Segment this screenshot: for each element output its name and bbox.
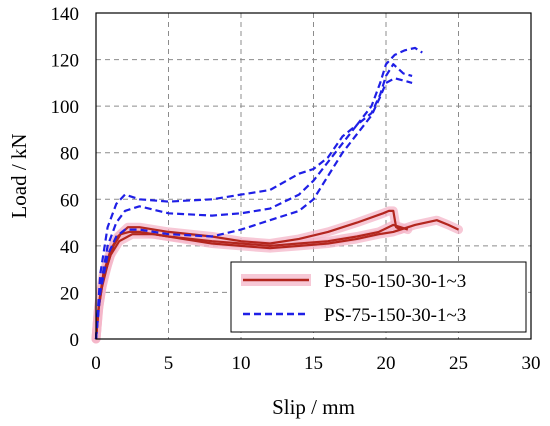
x-tick-label-25: 25 — [449, 353, 468, 374]
y-tick-label-40: 40 — [60, 237, 79, 258]
legend-label-ps75: PS-75-150-30-1~3 — [324, 305, 466, 326]
x-tick-label-10: 10 — [232, 353, 251, 374]
y-tick-label-120: 120 — [51, 51, 80, 72]
y-tick-label-80: 80 — [60, 144, 79, 165]
ps50-curve-3 — [94, 219, 459, 340]
tick-labels: 0 5 10 15 20 25 30 0 20 40 60 80 100 120 140 — [51, 4, 541, 374]
y-tick-label-0: 0 — [70, 330, 80, 351]
x-tick-label-0: 0 — [91, 353, 101, 374]
ps75-curve-3 — [94, 77, 413, 340]
series-lines — [94, 46, 459, 340]
legend-label-ps50: PS-50-150-30-1~3 — [324, 271, 466, 292]
y-tick-label-20: 20 — [60, 283, 79, 304]
legend: PS-50-150-30-1~3 PS-75-150-30-1~3 — [230, 261, 527, 333]
y-tick-label-140: 140 — [51, 4, 80, 25]
x-tick-label-20: 20 — [377, 353, 396, 374]
plot-frame — [95, 12, 532, 340]
x-tick-label-30: 30 — [522, 353, 541, 374]
ps75-curve-2 — [94, 63, 413, 340]
x-tick-label-15: 15 — [304, 353, 323, 374]
y-tick-label-100: 100 — [51, 97, 80, 118]
y-axis-label: Load / kN — [7, 133, 31, 218]
x-tick-label-5: 5 — [164, 353, 174, 374]
legend-box — [230, 261, 527, 333]
y-tick-label-60: 60 — [60, 190, 79, 211]
x-axis-label: Slip / mm — [272, 395, 355, 419]
ps75-curve-1 — [94, 46, 423, 340]
